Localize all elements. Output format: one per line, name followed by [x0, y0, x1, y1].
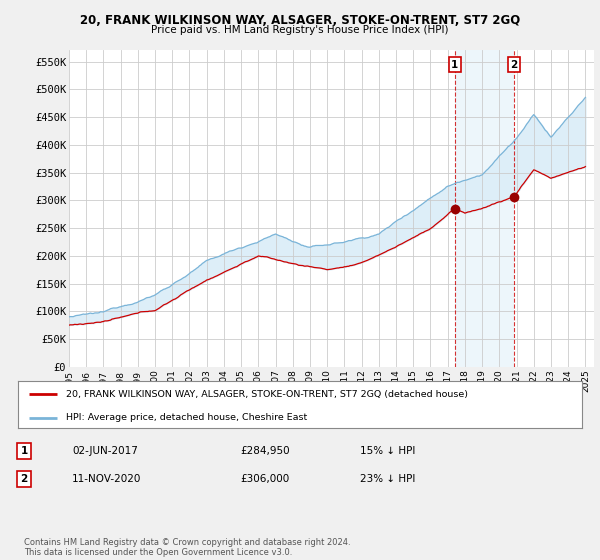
Text: £306,000: £306,000: [240, 474, 289, 484]
Text: 23% ↓ HPI: 23% ↓ HPI: [360, 474, 415, 484]
Text: 2: 2: [511, 60, 518, 70]
Text: Price paid vs. HM Land Registry's House Price Index (HPI): Price paid vs. HM Land Registry's House …: [151, 25, 449, 35]
Text: 2: 2: [20, 474, 28, 484]
Text: Contains HM Land Registry data © Crown copyright and database right 2024.
This d: Contains HM Land Registry data © Crown c…: [24, 538, 350, 557]
Text: 15% ↓ HPI: 15% ↓ HPI: [360, 446, 415, 456]
Text: 1: 1: [451, 60, 458, 70]
Text: £284,950: £284,950: [240, 446, 290, 456]
Text: 1: 1: [20, 446, 28, 456]
Bar: [455, 50, 514, 367]
Text: 11-NOV-2020: 11-NOV-2020: [72, 474, 142, 484]
Text: 20, FRANK WILKINSON WAY, ALSAGER, STOKE-ON-TRENT, ST7 2GQ: 20, FRANK WILKINSON WAY, ALSAGER, STOKE-…: [80, 14, 520, 27]
Text: 02-JUN-2017: 02-JUN-2017: [72, 446, 138, 456]
Text: HPI: Average price, detached house, Cheshire East: HPI: Average price, detached house, Ches…: [66, 413, 307, 422]
Text: 20, FRANK WILKINSON WAY, ALSAGER, STOKE-ON-TRENT, ST7 2GQ (detached house): 20, FRANK WILKINSON WAY, ALSAGER, STOKE-…: [66, 390, 468, 399]
